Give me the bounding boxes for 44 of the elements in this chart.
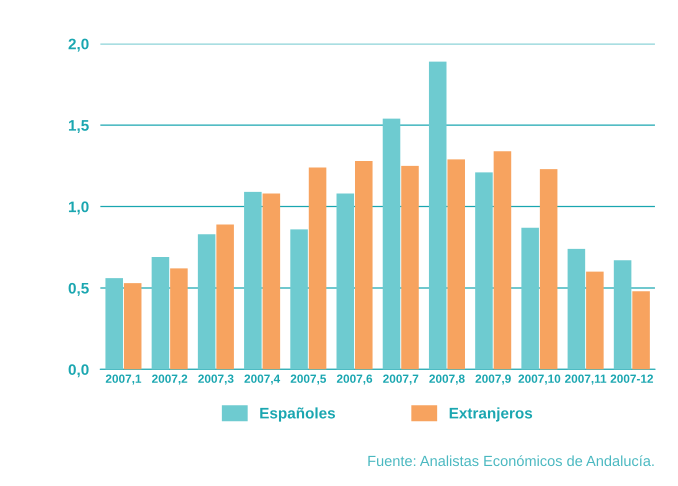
bar (170, 268, 188, 370)
bar (494, 151, 512, 370)
bar (428, 62, 447, 370)
y-tick-label: 0,0 (68, 364, 89, 378)
x-tick-label: 2007,2 (152, 374, 188, 385)
bar (540, 169, 558, 370)
bar (586, 272, 604, 370)
bar (614, 260, 632, 370)
bar (290, 229, 308, 370)
legend-label: Españoles (260, 407, 336, 422)
x-tick-label: 2007,1 (106, 374, 142, 385)
y-tick-label: 1,0 (68, 201, 89, 214)
x-tick-label: 2007,11 (565, 374, 606, 385)
bar (198, 234, 216, 370)
y-tick-label: 0,5 (68, 282, 89, 296)
y-tick-label: 1,5 (68, 120, 89, 134)
bar (336, 194, 354, 370)
bar (308, 167, 326, 370)
bar (632, 291, 650, 370)
bar (447, 159, 465, 370)
bar (262, 194, 280, 370)
bar (244, 192, 262, 370)
x-tick-label: 2007,10 (518, 374, 560, 385)
x-tick-label: 2007,6 (336, 374, 372, 385)
bar (568, 248, 586, 370)
legend-label: Extranjeros (450, 407, 532, 422)
bar (521, 228, 539, 370)
y-tick-label: 2,0 (68, 38, 89, 52)
x-tick-label: 2007,7 (383, 374, 418, 385)
bar (124, 283, 142, 370)
bar (401, 166, 419, 370)
bar (216, 224, 234, 370)
x-tick-label: 2007,3 (198, 374, 234, 385)
x-tick-label: 2007,4 (244, 374, 280, 385)
bar (355, 160, 373, 370)
bar (475, 172, 493, 370)
source-note: Fuente: Analistas Económicos de Andalucía. (368, 455, 654, 466)
x-tick-label: 2007,9 (476, 374, 511, 385)
bar (105, 278, 123, 370)
x-tick-label: 2007,5 (290, 374, 326, 385)
bar (152, 257, 170, 370)
x-tick-label: 2007,8 (429, 374, 465, 385)
bar (382, 118, 400, 370)
x-tick-label: 2007-12 (610, 374, 654, 383)
